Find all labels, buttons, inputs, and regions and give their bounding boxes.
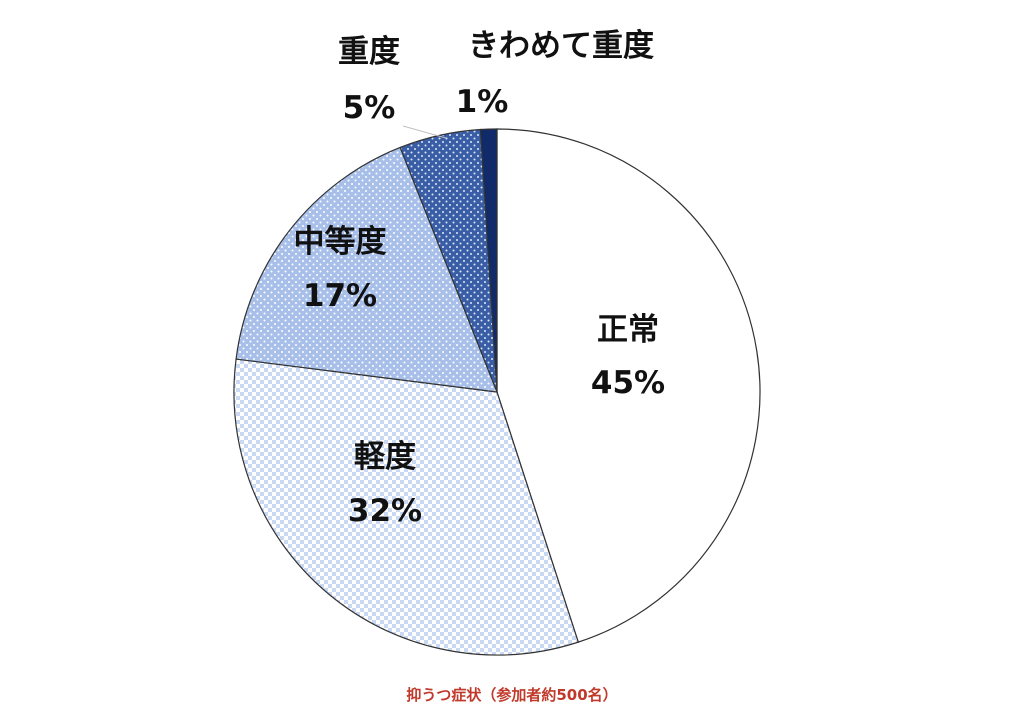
slice-name-label-3: 重度: [338, 34, 400, 70]
slice-percent-label-3: 5%: [343, 90, 396, 126]
slice-name-label-2: 中等度: [294, 224, 387, 260]
slice-percent-label-1: 32%: [348, 493, 422, 529]
slice-name-label-4: きわめて重度: [468, 28, 654, 64]
leader-line-severe: [402, 125, 447, 139]
slice-percent-label-0: 45%: [591, 365, 665, 401]
pie-slice-2: [235, 146, 498, 393]
slice-name-label-0: 正常: [597, 312, 659, 348]
pie-slice-1: [233, 358, 580, 656]
slice-percent-label-2: 17%: [303, 278, 377, 314]
chart-caption: 抑うつ症状（参加者約500名）: [406, 686, 618, 704]
slice-name-label-1: 軽度: [354, 439, 416, 475]
pie-slice-0: [496, 128, 761, 643]
pie-slice-4: [479, 128, 498, 393]
slice-percent-label-4: 1%: [456, 84, 509, 120]
